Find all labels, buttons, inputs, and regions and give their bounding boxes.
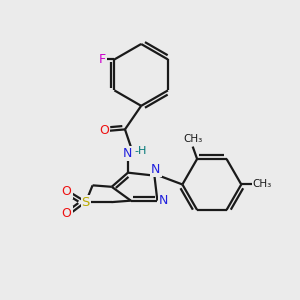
- Text: N: N: [123, 147, 133, 160]
- Text: O: O: [62, 185, 72, 198]
- Text: O: O: [62, 207, 72, 220]
- Text: S: S: [82, 196, 90, 208]
- Text: CH₃: CH₃: [253, 179, 272, 190]
- Text: N: N: [151, 163, 160, 176]
- Text: -H: -H: [134, 146, 146, 157]
- Text: O: O: [99, 124, 109, 137]
- Text: F: F: [98, 53, 106, 66]
- Text: N: N: [159, 194, 168, 207]
- Text: CH₃: CH₃: [183, 134, 202, 144]
